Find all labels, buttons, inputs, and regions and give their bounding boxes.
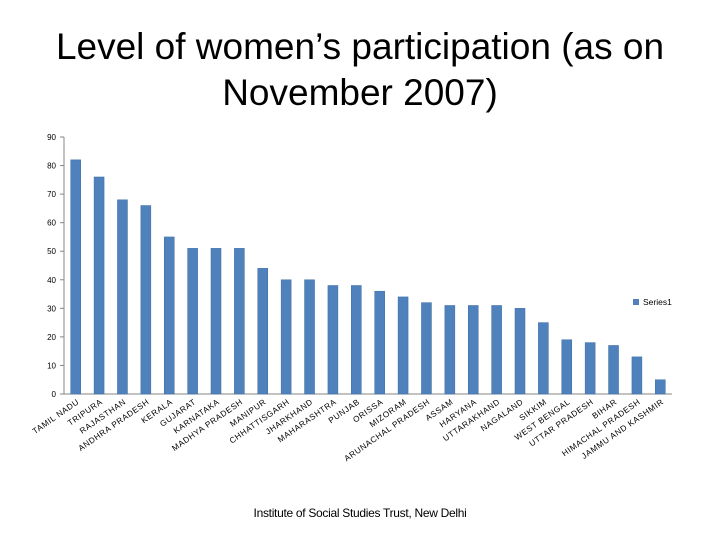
y-tick-label: 60 [47, 219, 56, 228]
bar [70, 159, 81, 395]
y-tick-label: 50 [47, 247, 56, 256]
y-tick-label: 90 [47, 133, 56, 142]
bar [210, 248, 222, 395]
legend-swatch [633, 299, 639, 305]
bar [187, 248, 198, 395]
bar [304, 279, 315, 395]
y-tick-label: 70 [47, 190, 56, 199]
bar [561, 339, 573, 395]
chart-title: Level of women’s participation (as on No… [55, 26, 665, 113]
y-tick-label: 30 [47, 304, 56, 313]
bar [467, 305, 479, 395]
bar [234, 248, 245, 395]
bar [514, 308, 526, 395]
bar [327, 285, 339, 395]
bar [93, 176, 105, 395]
y-tick-label: 40 [47, 276, 56, 285]
y-tick-label: 10 [47, 361, 56, 370]
bar [117, 199, 128, 395]
bar [584, 342, 596, 395]
bar [655, 379, 666, 395]
bar [280, 279, 292, 395]
bar [374, 290, 385, 395]
bar [140, 205, 152, 395]
y-tick-label: 80 [47, 162, 56, 171]
bar [351, 285, 362, 395]
bar [397, 296, 409, 395]
bar [257, 268, 269, 395]
bar [444, 305, 456, 395]
y-tick-label: 20 [47, 333, 56, 342]
bar [631, 356, 643, 395]
bar [491, 305, 502, 395]
bar [163, 236, 175, 395]
bar [421, 302, 432, 395]
source-caption: Institute of Social Studies Trust, New D… [253, 506, 467, 520]
y-tick-label: 0 [52, 390, 57, 399]
bar [608, 345, 619, 395]
bar [538, 322, 549, 395]
legend-label: Series1 [643, 297, 672, 307]
